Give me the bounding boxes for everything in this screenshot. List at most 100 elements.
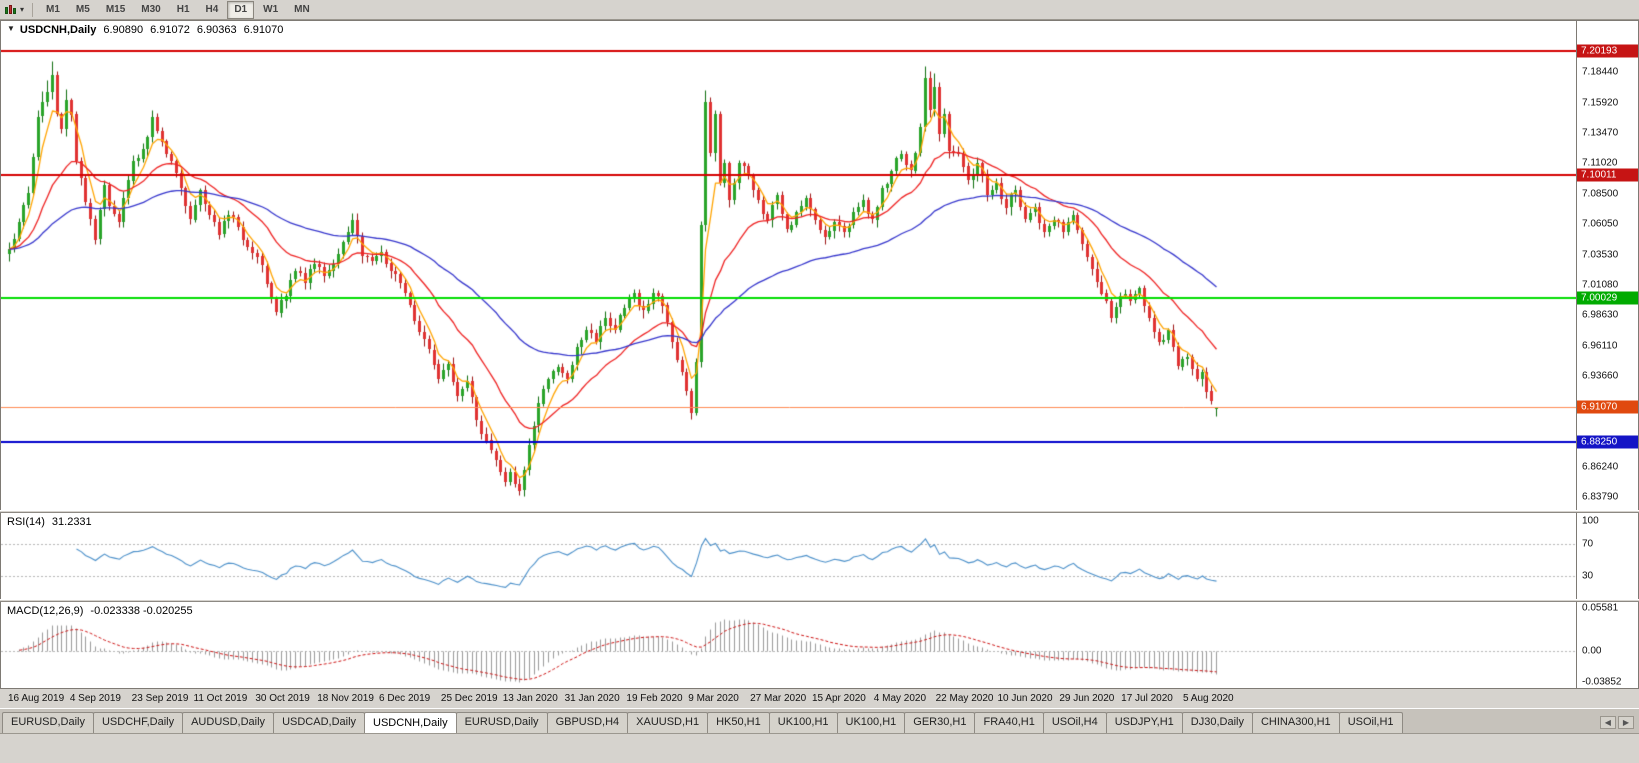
ohlc-open: 6.90890 xyxy=(103,24,144,36)
macd-scale-label: 0.05581 xyxy=(1582,602,1619,614)
chart-tab-usdchf-daily[interactable]: USDCHF,Daily xyxy=(92,712,184,733)
rsi-scale: 100 70 30 xyxy=(1576,513,1638,599)
time-axis-label: 9 Mar 2020 xyxy=(688,693,739,704)
chart-tab-uk100-h1[interactable]: UK100,H1 xyxy=(768,712,838,733)
time-axis-label: 29 Jun 2020 xyxy=(1059,693,1115,704)
timeframe-mn-button[interactable]: MN xyxy=(294,3,310,15)
time-axis-label: 16 Aug 2019 xyxy=(8,693,65,704)
time-axis-label: 18 Nov 2019 xyxy=(317,693,374,704)
chart-tab-gbpusd-h4[interactable]: GBPUSD,H4 xyxy=(546,712,629,733)
chart-tab-eurusd-daily[interactable]: EURUSD,Daily xyxy=(455,712,548,733)
timeframe-h1-button[interactable]: H1 xyxy=(176,3,190,15)
panel-splitter-2[interactable] xyxy=(0,599,1639,602)
time-axis-label: 19 Feb 2020 xyxy=(626,693,683,704)
chart-tab-usoil-h1[interactable]: USOil,H1 xyxy=(1338,712,1403,733)
chart-type-dropdown-caret-icon[interactable]: ▾ xyxy=(20,5,25,14)
time-axis-label: 25 Dec 2019 xyxy=(440,693,498,704)
chart-tab-audusd-daily[interactable]: AUDUSD,Daily xyxy=(182,712,275,733)
chart-tab-usdcad-daily[interactable]: USDCAD,Daily xyxy=(273,712,366,733)
rsi-panel: RSI(14) 31.2331 100 70 30 xyxy=(0,513,1639,599)
candlestick-chart-canvas[interactable] xyxy=(1,21,1578,510)
collapse-arrow-icon[interactable]: ▼ xyxy=(7,24,15,33)
rsi-value: 31.2331 xyxy=(51,516,92,528)
tab-scroll-left-icon[interactable]: ◀ xyxy=(1599,715,1616,729)
chart-tab-xauusd-h1[interactable]: XAUUSD,H1 xyxy=(627,712,709,733)
rsi-scale-label: 30 xyxy=(1582,570,1594,582)
price-tick: 6.93660 xyxy=(1582,370,1619,382)
tab-scroll-right-icon[interactable]: ▶ xyxy=(1617,715,1634,729)
chart-type-icon[interactable] xyxy=(4,4,18,16)
price-level-label: 6.88250 xyxy=(1577,435,1638,449)
macd-scale: 0.05581 0.00 -0.03852 xyxy=(1576,602,1638,688)
time-axis[interactable]: 16 Aug 2019 4 Sep 2019 23 Sep 2019 11 Oct 2… xyxy=(0,688,1639,708)
chart-tab-eurusd-daily[interactable]: EURUSD,Daily xyxy=(2,712,94,733)
chart-symbol-label: USDCNH,Daily xyxy=(19,24,97,36)
chart-tab-usdjpy-h1[interactable]: USDJPY,H1 xyxy=(1105,712,1183,733)
time-axis-label: 17 Jul 2020 xyxy=(1121,693,1173,704)
macd-header: MACD(12,26,9) -0.023338 -0.020255 xyxy=(7,605,193,617)
price-tick: 7.08500 xyxy=(1582,188,1619,200)
price-tick: 7.01080 xyxy=(1582,279,1619,291)
timeframe-m15-button[interactable]: M15 xyxy=(105,3,126,15)
status-bar xyxy=(0,733,1639,763)
price-tick: 7.13470 xyxy=(1582,127,1619,139)
time-axis-label: 30 Oct 2019 xyxy=(255,693,310,704)
rsi-scale-label: 100 xyxy=(1582,515,1599,527)
time-axis-label: 22 May 2020 xyxy=(935,693,994,704)
ohlc-close: 6.91070 xyxy=(243,24,284,36)
macd-label: MACD(12,26,9) xyxy=(7,605,84,617)
chart-tab-fra40-h1[interactable]: FRA40,H1 xyxy=(974,712,1044,733)
chart-tab-ger30-h1[interactable]: GER30,H1 xyxy=(904,712,976,733)
macd-scale-label: 0.00 xyxy=(1582,645,1602,657)
chart-tab-uk100-h1[interactable]: UK100,H1 xyxy=(836,712,906,733)
price-level-label: 7.00029 xyxy=(1577,291,1638,305)
time-axis-label: 15 Apr 2020 xyxy=(811,693,866,704)
macd-canvas[interactable] xyxy=(1,602,1578,688)
time-axis-label: 31 Jan 2020 xyxy=(564,693,620,704)
time-axis-label: 13 Jan 2020 xyxy=(502,693,558,704)
timeframe-w1-button[interactable]: W1 xyxy=(263,3,279,15)
macd-scale-label: -0.03852 xyxy=(1582,676,1622,688)
price-level-label: 6.91070 xyxy=(1577,400,1638,414)
chart-tabs: EURUSD,Daily USDCHF,Daily AUDUSD,Daily USDC… xyxy=(2,712,1403,733)
price-tick: 7.18440 xyxy=(1582,66,1619,78)
chart-tab-hk50-h1[interactable]: HK50,H1 xyxy=(707,712,770,733)
rsi-canvas[interactable] xyxy=(1,513,1578,599)
timeframe-buttons: M1 M5 M15 M30 H1 H4 D1 W1 MN xyxy=(39,0,317,19)
chart-tab-bar: EURUSD,Daily USDCHF,Daily AUDUSD,Daily USDC… xyxy=(0,708,1639,733)
ohlc-high: 6.91072 xyxy=(150,24,190,36)
price-tick: 6.98630 xyxy=(1582,309,1619,321)
price-tick: 7.03530 xyxy=(1582,249,1619,261)
price-tick: 7.11020 xyxy=(1582,157,1618,169)
macd-panel: MACD(12,26,9) -0.023338 -0.020255 0.0558… xyxy=(0,602,1639,688)
timeframe-m5-button[interactable]: M5 xyxy=(75,3,90,15)
timeframe-h4-button[interactable]: H4 xyxy=(205,3,219,15)
time-axis-label: 4 Sep 2019 xyxy=(69,693,121,704)
timeframe-toolbar: ▾ M1 M5 M15 M30 H1 H4 D1 W1 MN xyxy=(0,0,1639,20)
timeframe-d1-button[interactable]: D1 xyxy=(227,0,255,19)
timeframe-m1-button[interactable]: M1 xyxy=(46,3,60,15)
panel-splitter-1[interactable] xyxy=(0,510,1639,513)
price-tick: 6.96110 xyxy=(1582,340,1618,352)
price-tick: 7.15920 xyxy=(1582,97,1619,109)
chart-tab-usdcnh-daily[interactable]: USDCNH,Daily xyxy=(364,712,457,733)
price-level-label: 7.20193 xyxy=(1577,44,1638,58)
macd-value: -0.023338 -0.020255 xyxy=(90,605,193,617)
toolbar-separator xyxy=(32,2,34,17)
time-axis-label: 6 Dec 2019 xyxy=(379,693,431,704)
rsi-header: RSI(14) 31.2331 xyxy=(7,516,92,528)
chart-tab-dj30-daily[interactable]: DJ30,Daily xyxy=(1181,712,1253,733)
chart-tab-usoil-h4[interactable]: USOil,H4 xyxy=(1042,712,1107,733)
price-scale[interactable]: 7.18440 7.15920 7.13470 7.11020 7.08500 7.060… xyxy=(1576,21,1638,510)
price-tick: 6.86240 xyxy=(1582,461,1619,473)
time-axis-label: 4 May 2020 xyxy=(873,693,927,704)
rsi-scale-label: 70 xyxy=(1582,538,1594,550)
time-axis-label: 5 Aug 2020 xyxy=(1183,693,1234,704)
time-axis-label: 23 Sep 2019 xyxy=(131,693,189,704)
chart-tab-china300-h1[interactable]: CHINA300,H1 xyxy=(1251,712,1340,733)
time-axis-label: 11 Oct 2019 xyxy=(193,693,248,704)
chart-header: ▼ USDCNH,Daily 6.90890 6.91072 6.90363 6… xyxy=(7,24,283,36)
timeframe-m30-button[interactable]: M30 xyxy=(141,3,161,15)
tab-scroll-controls: ◀ ▶ xyxy=(1599,715,1637,729)
